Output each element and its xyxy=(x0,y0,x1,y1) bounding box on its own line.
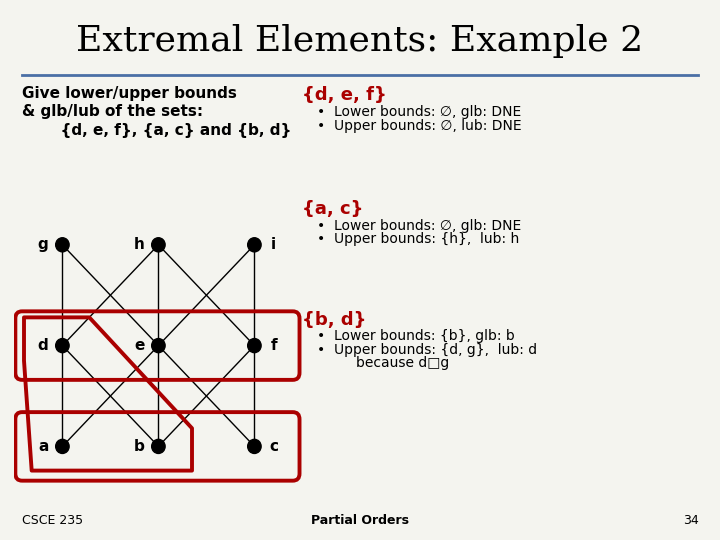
Text: {d, e, f}: {d, e, f} xyxy=(302,86,387,104)
Text: •  Upper bounds: ∅, lub: DNE: • Upper bounds: ∅, lub: DNE xyxy=(317,119,521,133)
Circle shape xyxy=(55,238,69,252)
Text: •  Lower bounds: {b}, glb: b: • Lower bounds: {b}, glb: b xyxy=(317,329,515,343)
Text: Extremal Elements: Example 2: Extremal Elements: Example 2 xyxy=(76,24,644,58)
Text: c: c xyxy=(269,439,278,454)
Circle shape xyxy=(55,339,69,353)
Text: 34: 34 xyxy=(683,514,698,526)
Text: •  Lower bounds: ∅, glb: DNE: • Lower bounds: ∅, glb: DNE xyxy=(317,219,521,233)
Text: e: e xyxy=(134,338,145,353)
Text: b: b xyxy=(134,439,145,454)
Text: {b, d}: {b, d} xyxy=(302,310,366,328)
Text: {d, e, f}, {a, c} and {b, d}: {d, e, f}, {a, c} and {b, d} xyxy=(50,123,292,138)
Text: {a, c}: {a, c} xyxy=(302,200,364,218)
Circle shape xyxy=(248,339,261,353)
Text: CSCE 235: CSCE 235 xyxy=(22,514,83,526)
Text: because d□g: because d□g xyxy=(356,356,450,370)
Circle shape xyxy=(152,339,165,353)
Text: i: i xyxy=(271,237,276,252)
Text: •  Lower bounds: ∅, glb: DNE: • Lower bounds: ∅, glb: DNE xyxy=(317,105,521,119)
Text: a: a xyxy=(38,439,48,454)
Text: f: f xyxy=(270,338,277,353)
Circle shape xyxy=(248,238,261,252)
Circle shape xyxy=(152,440,165,454)
Text: •  Upper bounds: {h},  lub: h: • Upper bounds: {h}, lub: h xyxy=(317,232,519,246)
Circle shape xyxy=(55,440,69,454)
Circle shape xyxy=(248,440,261,454)
Text: & glb/lub of the sets:: & glb/lub of the sets: xyxy=(22,104,203,119)
Text: h: h xyxy=(134,237,145,252)
Text: •  Upper bounds: {d, g},  lub: d: • Upper bounds: {d, g}, lub: d xyxy=(317,343,537,357)
Circle shape xyxy=(152,238,165,252)
Text: d: d xyxy=(38,338,48,353)
Text: Partial Orders: Partial Orders xyxy=(311,514,409,526)
Text: Give lower/upper bounds: Give lower/upper bounds xyxy=(22,86,236,102)
Text: g: g xyxy=(38,237,48,252)
